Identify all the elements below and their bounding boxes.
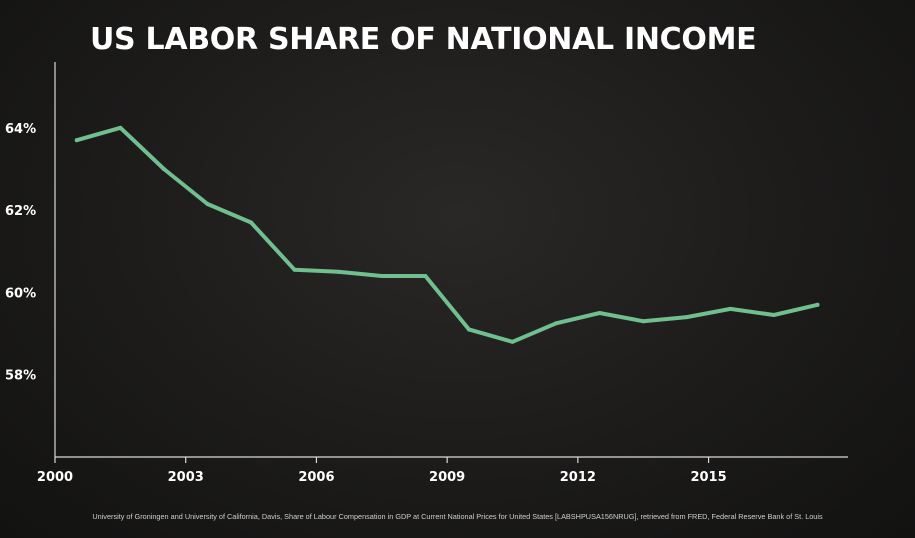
data-point: [205, 201, 210, 206]
chart-title: US LABOR SHARE OF NATIONAL INCOME: [90, 22, 757, 57]
y-tick-label: 62%: [5, 204, 36, 219]
y-tick-label: 64%: [5, 122, 36, 137]
data-point: [74, 138, 79, 143]
x-tick-label: 2006: [298, 470, 334, 485]
data-point: [554, 321, 559, 326]
data-point: [815, 302, 820, 307]
data-point: [510, 339, 515, 344]
data-point: [118, 125, 123, 130]
x-tick-label: 2015: [690, 470, 726, 485]
data-point: [771, 313, 776, 318]
data-point: [728, 306, 733, 311]
data-point: [292, 267, 297, 272]
data-point: [684, 315, 689, 320]
data-point: [466, 327, 471, 332]
data-point: [336, 269, 341, 274]
x-tick-label: 2012: [560, 470, 596, 485]
data-point: [379, 273, 384, 278]
x-tick-label: 2000: [37, 470, 73, 485]
y-tick-label: 58%: [5, 369, 36, 384]
data-point: [161, 166, 166, 171]
y-tick-label: 60%: [5, 286, 36, 301]
data-point: [597, 310, 602, 315]
x-tick-label: 2009: [429, 470, 465, 485]
data-point: [423, 273, 428, 278]
series-line: [74, 125, 820, 344]
data-point: [249, 220, 254, 225]
data-point: [641, 319, 646, 324]
x-tick-label: 2003: [168, 470, 204, 485]
source-note: University of Groningen and University o…: [92, 512, 823, 521]
